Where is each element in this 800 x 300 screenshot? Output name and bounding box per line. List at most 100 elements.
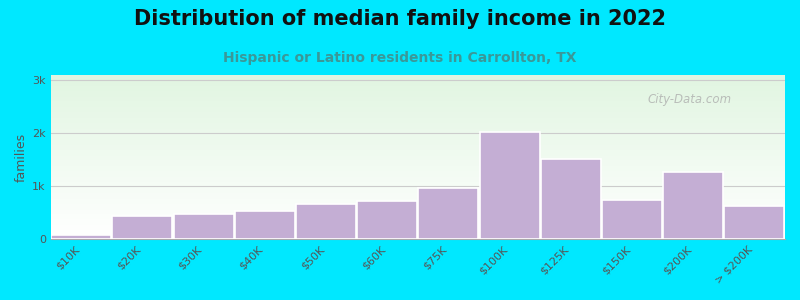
Bar	[50, 203, 785, 204]
Bar	[50, 234, 785, 235]
Bar	[50, 89, 785, 90]
Bar	[50, 183, 785, 184]
Bar	[50, 118, 785, 119]
Bar	[50, 112, 785, 113]
Bar	[50, 157, 785, 158]
Bar	[50, 179, 785, 180]
Bar	[50, 229, 785, 230]
Bar	[50, 138, 785, 140]
Bar	[174, 214, 234, 239]
Bar	[50, 77, 785, 78]
Bar	[50, 190, 785, 191]
Bar	[50, 178, 785, 179]
Bar	[50, 223, 785, 224]
Bar	[50, 225, 785, 226]
Bar	[50, 236, 785, 237]
Bar	[50, 158, 785, 159]
Bar	[50, 201, 785, 202]
Bar	[50, 109, 785, 110]
Bar	[50, 154, 785, 155]
Bar	[50, 191, 785, 192]
Bar	[50, 149, 785, 151]
Bar	[50, 78, 785, 80]
Bar	[50, 202, 785, 203]
Bar	[50, 237, 785, 238]
Bar	[50, 107, 785, 108]
Bar	[50, 173, 785, 175]
Bar	[50, 99, 785, 100]
Bar	[50, 180, 785, 181]
Bar	[50, 166, 785, 167]
Bar	[50, 182, 785, 183]
Bar	[50, 83, 785, 84]
Bar	[50, 104, 785, 106]
Bar	[50, 189, 785, 190]
Bar	[50, 146, 785, 147]
Bar	[50, 124, 785, 125]
Bar	[50, 134, 785, 135]
Bar	[50, 224, 785, 225]
Bar	[50, 96, 785, 97]
Bar	[50, 220, 785, 221]
Bar	[50, 106, 785, 107]
Bar	[50, 164, 785, 165]
Bar	[50, 207, 785, 208]
Bar	[235, 211, 295, 239]
Bar	[50, 76, 785, 77]
Bar	[50, 126, 785, 128]
Bar	[50, 148, 785, 149]
Bar	[418, 188, 478, 239]
Bar	[50, 165, 785, 166]
Bar	[50, 123, 785, 124]
Bar	[50, 135, 785, 136]
Bar	[50, 94, 785, 95]
Bar	[50, 176, 785, 177]
Text: City-Data.com: City-Data.com	[647, 93, 731, 106]
Bar	[50, 208, 785, 209]
Bar	[50, 97, 785, 98]
Bar	[50, 235, 785, 236]
Bar	[50, 227, 785, 228]
Bar	[50, 117, 785, 118]
Bar	[50, 133, 785, 134]
Bar	[50, 111, 785, 112]
Bar	[50, 187, 785, 188]
Bar	[296, 204, 356, 239]
Bar	[50, 200, 785, 201]
Bar	[50, 129, 785, 130]
Bar	[50, 160, 785, 161]
Bar	[602, 200, 662, 239]
Bar	[50, 155, 785, 156]
Bar	[50, 152, 785, 153]
Bar	[50, 199, 785, 200]
Bar	[50, 228, 785, 229]
Bar	[50, 209, 785, 211]
Bar	[50, 110, 785, 111]
Text: Distribution of median family income in 2022: Distribution of median family income in …	[134, 9, 666, 29]
Bar	[50, 163, 785, 164]
Bar	[50, 197, 785, 199]
Bar	[50, 88, 785, 89]
Bar	[50, 75, 785, 76]
Bar	[50, 113, 785, 114]
Bar	[50, 167, 785, 168]
Bar	[50, 159, 785, 160]
Bar	[50, 168, 785, 169]
Bar	[50, 213, 785, 214]
Bar	[50, 161, 785, 163]
Bar	[50, 215, 785, 216]
Text: Hispanic or Latino residents in Carrollton, TX: Hispanic or Latino residents in Carrollt…	[223, 51, 577, 65]
Bar	[480, 132, 540, 239]
Bar	[50, 170, 785, 171]
Bar	[50, 192, 785, 193]
Bar	[50, 87, 785, 88]
Bar	[50, 119, 785, 120]
Bar	[50, 128, 785, 129]
Bar	[50, 172, 785, 173]
Bar	[50, 156, 785, 157]
Bar	[50, 143, 785, 144]
Bar	[50, 153, 785, 154]
Bar	[50, 218, 785, 219]
Bar	[50, 169, 785, 170]
Bar	[50, 140, 785, 141]
